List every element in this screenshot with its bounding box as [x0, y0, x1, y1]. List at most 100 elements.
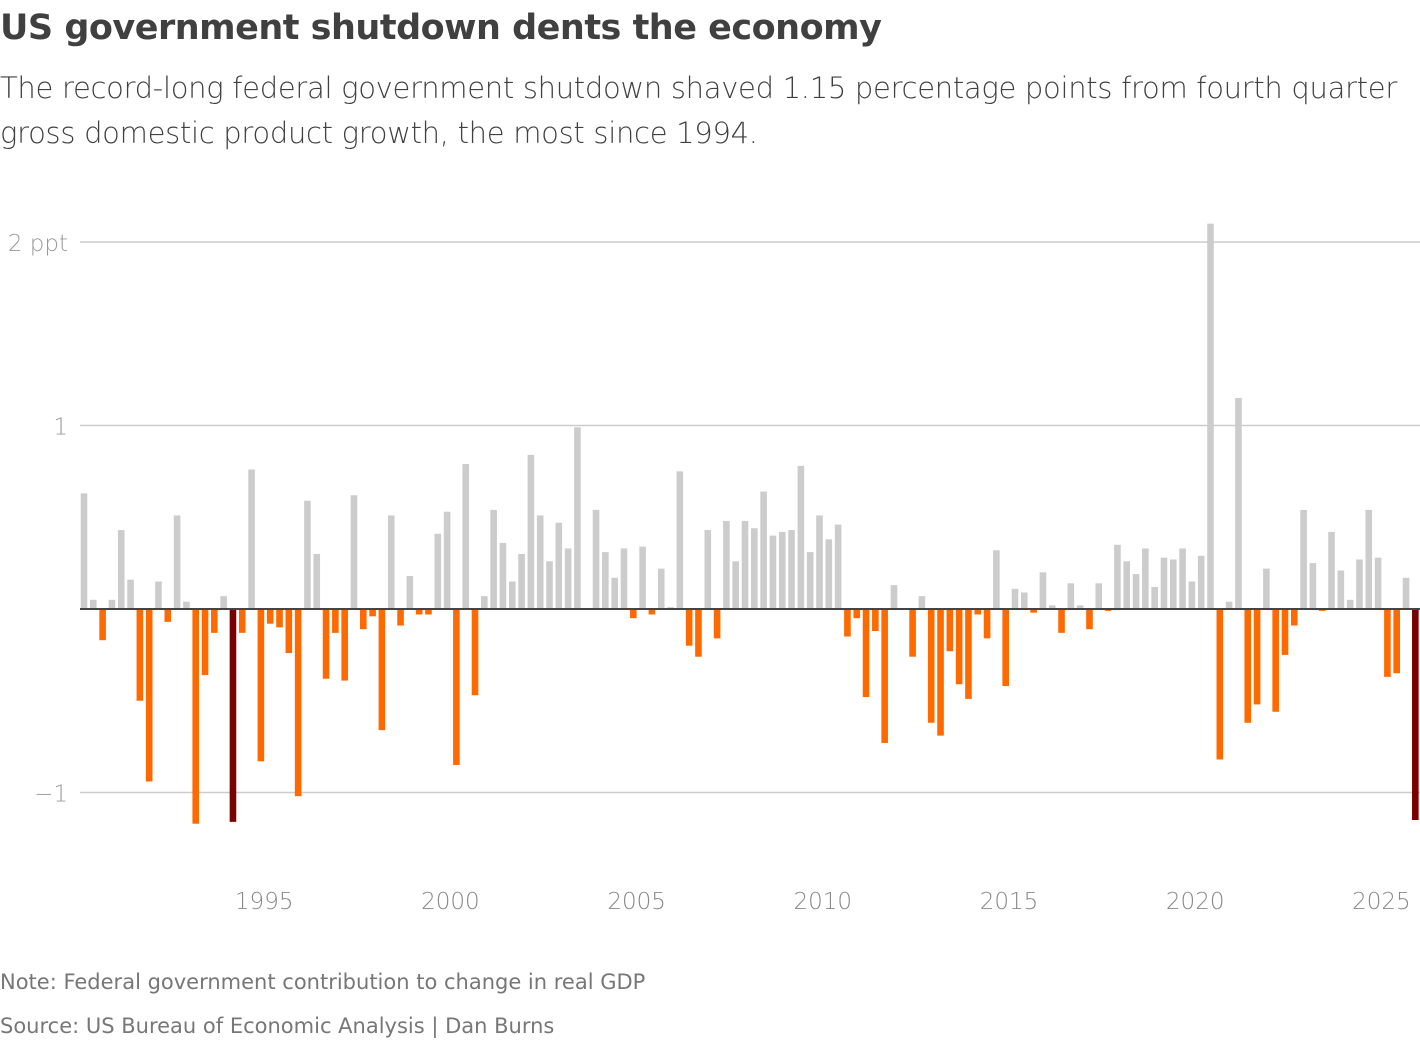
x-tick-label: 2020: [1166, 889, 1225, 915]
bar-2005-q3: 2005 Q3: 0.22: [657, 568, 665, 609]
bar-1992-q3: 1992 Q3: 0.51: [173, 515, 181, 609]
y-axis-labels: 2 ppt 1 −1: [8, 231, 68, 808]
bar-2021-q2: 2021 Q2: -0.62: [1244, 609, 1252, 723]
bar-2010-q2: 2010 Q2: 0.46: [834, 524, 842, 609]
bar-1993-q1: 1993 Q1: -1.17: [192, 609, 200, 824]
bar-2015-q3: 2015 Q3: -0.02: [1030, 609, 1037, 613]
bar-2011-q1: 2011 Q1: -0.48: [862, 609, 870, 698]
bar-2006-q2: 2006 Q2: -0.2: [685, 609, 693, 646]
chart-title: US government shutdown dents the economy: [0, 8, 882, 48]
bar-1999-q4: 1999 Q4: 0.53: [443, 511, 451, 609]
bar-2002-q2: 2002 Q2: 0.51: [536, 515, 544, 609]
bar-2014-q3: 2014 Q3: 0.32: [993, 550, 1000, 609]
bar-2004-q2: 2004 Q2: 0.17: [611, 577, 618, 609]
bar-2023-q4: 2023 Q4: 0.21: [1337, 570, 1345, 609]
bar-2006-q4: 2006 Q4: 0.43: [704, 530, 712, 609]
bar-2022-q4: 2022 Q4: 0.54: [1300, 509, 1307, 609]
bar-2018-q4: 2018 Q4: 0.12: [1151, 586, 1158, 609]
bar-1995-q2: 1995 Q2: -0.1: [276, 609, 283, 628]
bar-2021-q3: 2021 Q3: -0.52: [1253, 609, 1261, 705]
bar-2006-q1: 2006 Q1: 0.75: [676, 471, 684, 609]
bar-2007-q2: 2007 Q2: 0.48: [723, 520, 730, 609]
y-tick-label: −1: [34, 782, 68, 808]
bar-2013-q3: 2013 Q3: -0.41: [955, 609, 963, 685]
bar-1999-q1: 1999 Q1: -0.03: [415, 609, 423, 615]
bar-1994-q3: 1994 Q3: 0.76: [248, 469, 255, 609]
bar-2020-q4: 2020 Q4: 0.04: [1225, 601, 1233, 609]
bar-2024-q3: 2024 Q3: 0.54: [1365, 509, 1373, 609]
bar-2016-q1: 2016 Q1: 0.02: [1048, 605, 1056, 609]
x-tick-label: 2025: [1352, 889, 1411, 915]
bar-1991-q2: 1991 Q2: 0.16: [127, 579, 134, 609]
bar-2015-q1: 2015 Q1: 0.11: [1011, 588, 1019, 609]
bar-1999-q2: 1999 Q2: -0.03: [425, 609, 432, 615]
x-tick-label: 1995: [235, 889, 294, 915]
bar-1995-q1: 1995 Q1: -0.08: [266, 609, 274, 624]
bar-2003-q1: 2003 Q1: 0.33: [564, 548, 572, 609]
bar-2008-q2: 2008 Q2: 0.64: [760, 491, 767, 609]
bar-2001-q3: 2001 Q3: 0.15: [508, 581, 516, 609]
bar-1997-q3: 1997 Q3: -0.11: [360, 609, 367, 630]
bar-2013-q1: 2013 Q1: -0.69: [937, 609, 944, 736]
bar-2009-q2: 2009 Q2: 0.78: [797, 465, 805, 609]
bar-2004-q4: 2004 Q4: -0.05: [629, 609, 637, 619]
bar-1995-q4: 1995 Q4: -1.02: [294, 609, 302, 797]
bar-2008-q4: 2008 Q4: 0.42: [778, 531, 786, 609]
bar-2025-q4: 2025 Q4: -1.15: [1412, 609, 1419, 821]
chart-subtitle: The record-long federal government shutd…: [0, 71, 1397, 150]
bar-1990-q2: 1990 Q2: 0.05: [90, 599, 97, 609]
y-tick-label: 2 ppt: [8, 231, 68, 257]
bar-2003-q2: 2003 Q2: 0.99: [574, 427, 581, 609]
bar-2018-q2: 2018 Q2: 0.19: [1132, 574, 1140, 609]
bar-2009-q3: 2009 Q3: 0.31: [806, 552, 814, 609]
bar-1992-q4: 1992 Q4: 0.04: [183, 601, 190, 609]
bar-2005-q2: 2005 Q2: -0.03: [648, 609, 656, 615]
bar-2023-q3: 2023 Q3: 0.42: [1328, 531, 1335, 609]
bar-2001-q2: 2001 Q2: 0.36: [499, 542, 507, 609]
x-tick-label: 2010: [794, 889, 853, 915]
bar-1999-q3: 1999 Q3: 0.41: [434, 533, 442, 609]
bar-2000-q1: 2000 Q1: -0.85: [453, 609, 460, 765]
gridlines: [80, 241, 1420, 794]
x-tick-label: 2005: [607, 889, 666, 915]
bar-2007-q1: 2007 Q1: -0.16: [713, 609, 721, 639]
bar-2012-q2: 2012 Q2: -0.26: [909, 609, 916, 657]
bar-2008-q1: 2008 Q1: 0.44: [751, 528, 758, 609]
bar-2015-q4: 2015 Q4: 0.2: [1039, 572, 1047, 609]
bar-2009-q1: 2009 Q1: 0.43: [788, 530, 795, 609]
chart-note: Note: Federal government contribution to…: [0, 970, 646, 994]
bar-1991-q1: 1991 Q1: 0.43: [117, 530, 125, 609]
bar-2021-q4: 2021 Q4: 0.22: [1263, 568, 1270, 609]
bar-2017-q2: 2017 Q2: 0.14: [1095, 583, 1103, 609]
bar-2008-q3: 2008 Q3: 0.4: [769, 535, 777, 609]
x-tick-label: 2015: [980, 889, 1039, 915]
bar-2001-q4: 2001 Q4: 0.3: [518, 553, 525, 609]
bar-2019-q4: 2019 Q4: 0.15: [1188, 581, 1196, 609]
bar-2012-q4: 2012 Q4: -0.62: [927, 609, 935, 723]
bar-2017-q4: 2017 Q4: 0.35: [1114, 544, 1121, 609]
bar-2024-q2: 2024 Q2: 0.27: [1356, 559, 1363, 609]
bar-2013-q2: 2013 Q2: -0.23: [946, 609, 954, 652]
bar-1991-q4: 1991 Q4: -0.94: [145, 609, 153, 782]
bar-2025-q1: 2025 Q1: -0.37: [1384, 609, 1391, 677]
bar-2024-q1: 2024 Q1: 0.05: [1346, 599, 1354, 609]
bar-2006-q3: 2006 Q3: -0.26: [695, 609, 702, 657]
bar-2024-q4: 2024 Q4: 0.28: [1374, 557, 1382, 609]
bar-2025-q2: 2025 Q2: -0.35: [1393, 609, 1401, 674]
bar-2016-q4: 2016 Q4: 0.02: [1076, 605, 1084, 609]
bars: 1990 Q1: 0.631990 Q2: 0.051990 Q3: -0.17…: [80, 223, 1419, 824]
bar-2016-q2: 2016 Q2: -0.13: [1058, 609, 1065, 633]
chart-source: Source: US Bureau of Economic Analysis |…: [0, 1014, 555, 1038]
bar-2025-q3: 2025 Q3: 0.17: [1402, 577, 1410, 609]
bar-1998-q1: 1998 Q1: -0.66: [378, 609, 386, 731]
bar-1996-q3: 1996 Q3: -0.38: [322, 609, 330, 679]
bar-1990-q3: 1990 Q3: -0.17: [99, 609, 106, 641]
x-axis-labels: 1995 2000 2005 2010 2015 2020 2025: [235, 889, 1411, 915]
bar-2005-q1: 2005 Q1: 0.34: [639, 546, 646, 609]
bar-2020-q1: 2020 Q1: 0.29: [1197, 555, 1205, 609]
bar-1997-q2: 1997 Q2: 0.62: [350, 495, 358, 609]
bar-1993-q3: 1993 Q3: -0.13: [211, 609, 218, 633]
bar-2011-q4: 2011 Q4: 0.13: [890, 585, 898, 609]
bar-1993-q4: 1993 Q4: 0.07: [220, 596, 227, 609]
bar-2022-q1: 2022 Q1: -0.56: [1272, 609, 1279, 712]
